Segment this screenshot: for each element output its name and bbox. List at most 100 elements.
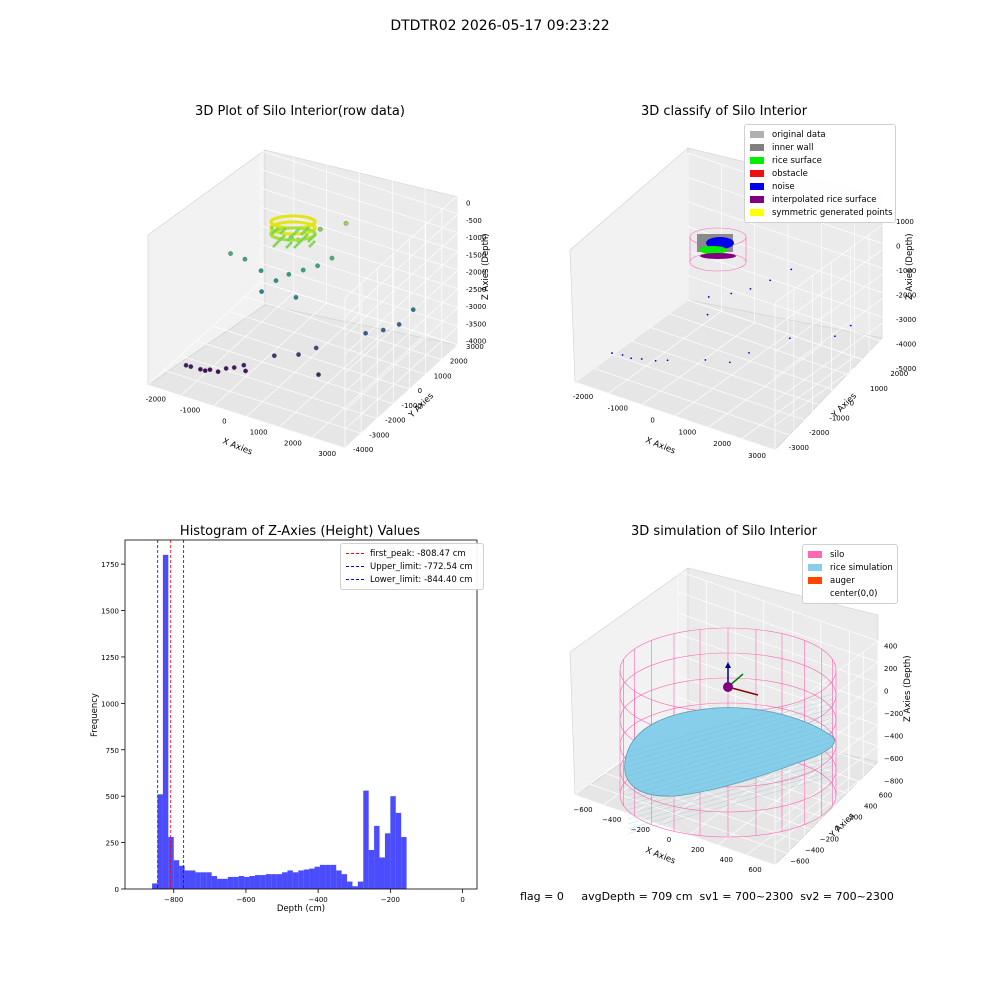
x-tick-label: 1000: [250, 428, 268, 436]
y-tick-label: -2000: [385, 417, 405, 425]
x-tick-label: 2000: [713, 440, 731, 448]
x-tick-label: 600: [748, 866, 761, 874]
scatter-point: [228, 251, 233, 256]
scatter-point: [300, 232, 304, 236]
scatter-point: [304, 228, 308, 232]
x-tick-label: 0: [222, 417, 226, 425]
legend-label: obstacle: [772, 168, 808, 179]
y-tick-label: 750: [106, 747, 119, 755]
scatter-point: [302, 230, 306, 234]
scatter-point: [288, 236, 292, 240]
legend-swatch: [750, 209, 764, 216]
y-tick-label: -1000: [829, 414, 849, 422]
gridline: [687, 299, 889, 451]
scatter-point: [287, 243, 291, 247]
rice-mesh-line: [627, 703, 834, 762]
scatter-point: [279, 231, 283, 235]
scatter-point: [270, 226, 274, 230]
legend-item: obstacle: [750, 167, 890, 180]
y-tick-label: −400: [805, 847, 824, 855]
legend-swatch: [808, 564, 822, 571]
x-tick-label: 0: [460, 896, 464, 904]
legend-item: symmetric generated points: [750, 206, 893, 219]
legend-label: auger: [830, 575, 855, 586]
rice-mesh-line: [627, 741, 834, 801]
status-footer: flag = 0 avgDepth = 709 cm sv1 = 700~230…: [520, 890, 894, 903]
scatter-point: [282, 234, 286, 238]
x-tick-label: −400: [309, 896, 328, 904]
histogram-bar: [162, 554, 169, 889]
legend-swatch: [750, 183, 764, 190]
panel4-title: 3D simulation of Silo Interior: [631, 524, 817, 539]
z-tick-label: -3000: [896, 316, 916, 324]
histogram-bar: [222, 878, 228, 889]
legend-swatch: [808, 590, 822, 597]
histogram-bar: [271, 874, 277, 889]
rice-mesh-line: [627, 761, 834, 820]
scatter-point: [278, 238, 282, 242]
panel4-xlabel: X Axies: [644, 846, 677, 867]
gridline: [260, 225, 459, 393]
z-tick-label: -5000: [896, 365, 916, 373]
scatter-point: [272, 244, 276, 248]
z-tick-label: −400: [884, 733, 903, 741]
scatter-point: [215, 369, 221, 375]
y-tick-label: 600: [879, 791, 892, 799]
scatter-point: [293, 220, 297, 224]
legend-item: noise: [750, 180, 890, 193]
y-tick-label: 1000: [870, 385, 888, 393]
scatter-point: [297, 241, 301, 245]
rice-mesh-line: [627, 693, 834, 753]
x-tick-label: 3000: [748, 452, 766, 460]
legend-item: auger: [808, 574, 892, 587]
y-tick-label: -3000: [789, 444, 809, 452]
y-tick-label: -1000: [401, 402, 421, 410]
legend-item: interpolated rice surface: [750, 193, 890, 206]
histogram-bar: [292, 872, 299, 889]
panel4-zlabel: Z Axies (Depth): [903, 655, 913, 722]
gridline: [687, 201, 889, 353]
legend-label: first_peak: -808.47 cm: [370, 548, 466, 559]
legend-item: Upper_limit: -772.54 cm: [346, 560, 478, 573]
auger-marker: [723, 662, 759, 696]
noise-point: [849, 324, 852, 327]
z-tick-label: -4000: [896, 341, 916, 349]
y-tick-label: 500: [106, 793, 119, 801]
scatter-point: [329, 255, 335, 261]
rice-mesh-line: [627, 717, 834, 777]
histogram-bar: [368, 850, 375, 889]
noise-point: [769, 279, 772, 282]
scatter-point: [286, 226, 291, 230]
x-tick-label: 200: [691, 846, 704, 854]
z-tick-label: −600: [884, 755, 903, 763]
gridline: [260, 150, 459, 318]
panel1-plot: -2000-10000100020003000-4000-3000-2000-1…: [146, 131, 491, 458]
legend-line: [346, 579, 364, 580]
scatter-point: [281, 229, 285, 233]
x-tick-label: 2000: [284, 439, 302, 447]
gridline: [677, 591, 879, 740]
legend-label: symmetric generated points: [772, 207, 893, 218]
panel4-legend: silo rice simulation auger center(0,0): [802, 544, 898, 604]
z-tick-label: -2500: [466, 286, 486, 294]
scatter-point: [303, 235, 307, 239]
scatter-point: [313, 233, 317, 237]
noise-point: [640, 358, 643, 360]
figure-title: DTDTR02 2026-05-17 09:23:22: [390, 18, 610, 34]
histogram-bar: [173, 860, 180, 889]
noise-point: [621, 354, 624, 356]
legend-item: center(0,0): [808, 587, 892, 600]
scatter-point: [312, 240, 316, 244]
z-tick-label: 0: [884, 687, 888, 695]
histogram-bar: [265, 874, 272, 889]
panel2-legend: original data inner wall rice surface obsta…: [744, 124, 896, 223]
noise-point: [666, 359, 669, 362]
scatter-point: [293, 238, 297, 242]
histogram-bar: [244, 876, 250, 889]
scatter-point: [289, 226, 293, 230]
plot-frame: [124, 539, 478, 890]
scatter-point: [290, 234, 294, 238]
legend-item: rice simulation: [808, 561, 893, 574]
histogram-bar: [276, 874, 283, 889]
histogram-bar: [206, 872, 212, 889]
